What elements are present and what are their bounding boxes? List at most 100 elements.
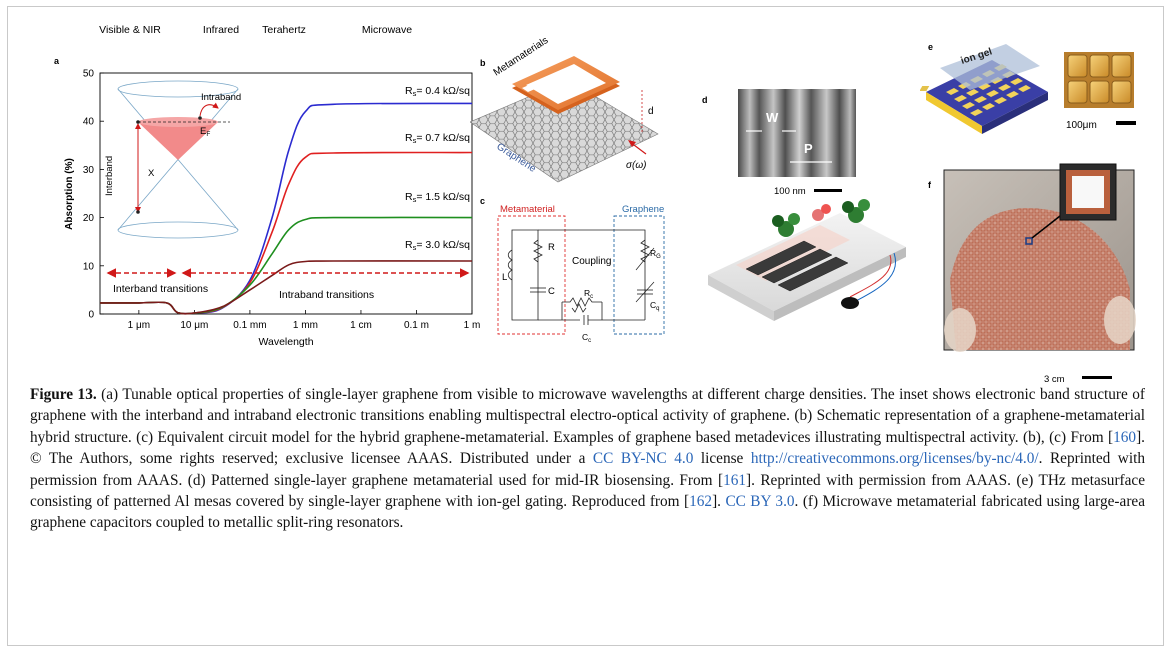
caption-text-4: . Reprinted with permission from AAAS. (…	[30, 450, 1145, 489]
license-url-link[interactable]: http://creativecommons.org/licenses/by-n…	[750, 450, 1039, 468]
y-tick-label: 30	[83, 165, 95, 176]
panel-f: f 3 cm	[928, 163, 1136, 385]
curve-label-0: Rs= 0.4 kΩ/sq	[405, 85, 470, 98]
biosensor-device	[708, 199, 906, 321]
coupling-label: Coupling	[572, 256, 611, 267]
region-infrared: Infrared	[203, 24, 239, 36]
panel-e-label: e	[928, 42, 933, 52]
zoom-arrow	[1031, 215, 1061, 239]
region-terahertz: Terahertz	[262, 24, 306, 36]
gold-pad	[1010, 78, 1023, 85]
d-label: d	[648, 106, 654, 117]
x-tick-label: 10 μm	[180, 320, 208, 331]
photo-scale-bar	[1082, 376, 1112, 379]
caption-text-6: ].	[712, 493, 726, 511]
gold-pad	[986, 90, 999, 97]
intraband-transitions-label: Intraband transitions	[279, 289, 374, 301]
panel-d: d W P 100 nm	[702, 89, 906, 321]
metasurface-device: ion gel	[920, 44, 1048, 134]
gold-mesa-micrograph	[1064, 52, 1134, 108]
inductor-label: L	[502, 272, 507, 283]
series-line-3	[100, 260, 473, 315]
panel-f-label: f	[928, 180, 932, 190]
x-axis-label: Wavelength	[258, 336, 313, 348]
region-microwave: Microwave	[362, 24, 412, 36]
curve-label-2: Rs= 1.5 kΩ/sq	[405, 191, 470, 204]
gold-pad	[982, 103, 995, 110]
curve-label-1: Rs= 0.7 kΩ/sq	[405, 132, 470, 145]
y-tick-label: 50	[83, 69, 95, 80]
panel-c-circuit: c Metamaterial Graphene L R C Coupling R…	[480, 196, 665, 344]
gold-pad	[1018, 85, 1031, 92]
x-tick-label: 0.1 mm	[233, 320, 266, 331]
y-tick-marks	[100, 72, 104, 315]
gold-pad	[970, 109, 983, 116]
dirac-cone-inset: Interband Intraband EF X	[104, 80, 241, 239]
inset-ef-label: EF	[200, 126, 210, 138]
gold-pad	[946, 88, 959, 95]
rc-label: Rc	[584, 288, 593, 300]
sem-scale-label: 100 nm	[774, 186, 806, 197]
caption-text-3: license	[693, 450, 751, 468]
interband-transitions-label: Interband transitions	[113, 283, 208, 295]
flexible-metamaterial-sheet	[950, 208, 1130, 350]
x-tick-labels: 1 μm 10 μm 0.1 mm 1 mm 1 cm 0.1 m 1 m	[128, 320, 481, 331]
panel-b-schematic: b Metamaterials Graphene d σ(ω)	[470, 35, 659, 183]
gold-pad	[962, 102, 975, 109]
gold-pad	[978, 83, 991, 90]
sigma-label: σ(ω)	[626, 160, 646, 171]
plot-frame	[99, 72, 473, 315]
panel-c-label: c	[480, 196, 485, 206]
figure-caption: Figure 13. (a) Tunable optical propertie…	[30, 384, 1145, 534]
ref-160-link[interactable]: 160	[1113, 428, 1137, 446]
cc-by-nc-link[interactable]: CC BY-NC 4.0	[592, 450, 694, 468]
inset-interband-label: Interband	[104, 156, 115, 196]
photo-scale-label: 3 cm	[1044, 374, 1065, 385]
graphene-box	[613, 215, 665, 335]
gold-pad	[998, 84, 1011, 91]
cc-by-link[interactable]: CC BY 3.0	[725, 493, 795, 511]
panel-b-label: b	[480, 58, 486, 68]
metamaterial-box	[497, 215, 566, 335]
x-tick-label: 0.1 m	[404, 320, 429, 331]
y-tick-label: 40	[83, 117, 95, 128]
sem-scale-bar	[814, 189, 842, 192]
w-label: W	[766, 110, 779, 125]
sem-image	[738, 89, 856, 177]
x-tick-label: 1 cm	[350, 320, 372, 331]
y-tick-label: 10	[83, 261, 95, 272]
gold-pad	[974, 96, 987, 103]
panel-a-label: a	[54, 56, 60, 66]
curve-label-3: Rs= 3.0 kΩ/sq	[405, 239, 470, 252]
mesa-scale-bar	[1116, 121, 1136, 125]
ref-162-link[interactable]: 162	[689, 493, 713, 511]
y-axis-label: Absorption (%)	[64, 158, 75, 230]
caption-lead: Figure 13.	[30, 386, 97, 403]
gold-pad	[1006, 91, 1019, 98]
rg-label: RG	[650, 248, 661, 260]
gold-pad	[966, 89, 979, 96]
graphene-label-c: Graphene	[622, 204, 664, 215]
panel-e: e ion gel 100μm	[920, 42, 1136, 134]
split-ring	[512, 56, 620, 114]
inset-intraband-label: Intraband	[201, 92, 241, 103]
figure-frame	[7, 6, 1164, 646]
circuit-wires	[507, 229, 655, 325]
x-tick-label: 1 mm	[293, 320, 318, 331]
capacitor-label: C	[548, 286, 555, 297]
resistor-label: R	[548, 242, 555, 253]
y-tick-labels: 50 40 30 20 10 0	[83, 69, 95, 321]
ref-161-link[interactable]: 161	[723, 471, 747, 489]
y-tick-label: 20	[83, 213, 95, 224]
y-tick-label: 0	[88, 310, 94, 321]
inset-x-label: X	[148, 168, 155, 179]
gold-pad	[954, 95, 967, 102]
cq-label: Cq	[650, 300, 659, 312]
p-label: P	[804, 141, 813, 156]
caption-text-2: ]. © The Authors, some rights reserved; …	[30, 428, 1145, 468]
mesa-scale-label: 100μm	[1066, 120, 1097, 131]
caption-text-7: . (f) Microwave metamaterial fabricated …	[30, 493, 1145, 532]
zoom-marker	[1025, 237, 1033, 245]
region-visible-nir: Visible & NIR	[99, 24, 161, 36]
series-lines	[100, 102, 473, 315]
